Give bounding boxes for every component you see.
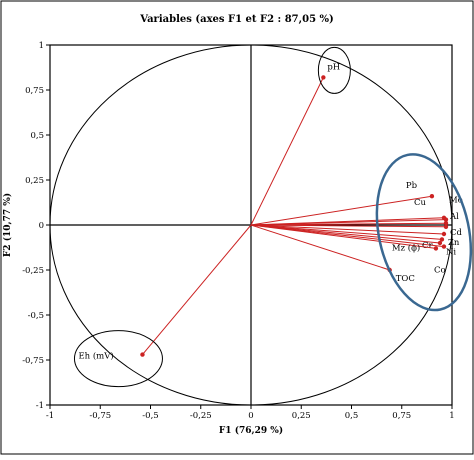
y-tick-label: -0,75 xyxy=(22,356,44,366)
label-cu: Cu xyxy=(414,198,427,208)
point-zn xyxy=(441,231,447,237)
chart-title: Variables (axes F1 et F2 : 87,05 %) xyxy=(139,14,334,25)
label-ni: Ni xyxy=(446,247,456,257)
label-mz: Mz (ϕ) xyxy=(392,242,420,253)
point-eh-mv xyxy=(140,352,145,357)
vector-eh-mv xyxy=(142,224,252,355)
ph-highlight-ellipse xyxy=(317,46,351,94)
point-ph xyxy=(321,75,326,80)
x-tick-label: 0,75 xyxy=(392,411,411,421)
y-tick-label: -1 xyxy=(36,401,44,411)
label-zn: Zn xyxy=(448,238,460,248)
vector-mo xyxy=(250,219,446,226)
vector-mz xyxy=(250,224,436,249)
point-co xyxy=(441,244,447,249)
vector-cd xyxy=(250,224,446,228)
label-toc: TOC xyxy=(396,274,415,284)
x-tick-label: 0,25 xyxy=(292,411,311,421)
x-tick-label: 0,5 xyxy=(345,411,359,421)
y-tick-label: 0 xyxy=(39,221,44,231)
vector-pb xyxy=(250,195,432,226)
label-pb: Pb xyxy=(406,181,418,191)
point-mo xyxy=(443,217,449,222)
label-cd: Cd xyxy=(450,228,463,238)
y-tick-label: 0,75 xyxy=(25,86,44,96)
y-axis-ticks: 1 0,75 0,5 0,25 0 -0,25 -0,5 -0,75 -1 xyxy=(22,41,50,411)
x-axis-label: F1 (76,29 %) xyxy=(219,425,283,436)
vector-cr xyxy=(250,224,440,244)
y-tick-label: -0,5 xyxy=(28,311,44,321)
x-tick-label: -0,25 xyxy=(190,411,212,421)
point-ni xyxy=(439,237,445,242)
label-cr: Cr xyxy=(422,241,434,251)
x-tick-label: 0 xyxy=(248,411,253,421)
point-cd xyxy=(443,224,449,229)
label-ph: pH xyxy=(327,62,340,72)
label-mo: Mo xyxy=(449,196,463,206)
point-mz xyxy=(433,246,439,251)
x-tick-label: -0,75 xyxy=(89,411,111,421)
y-tick-label: 0,5 xyxy=(30,131,44,141)
label-eh-mv: Eh (mV) xyxy=(78,351,113,362)
y-tick-label: 1 xyxy=(39,41,44,51)
label-al: Al xyxy=(449,212,459,222)
x-tick-label: -0,5 xyxy=(142,411,158,421)
vector-ni xyxy=(250,224,442,240)
vector-toc xyxy=(250,224,390,271)
vector-zn xyxy=(250,224,444,235)
vector-ph xyxy=(250,77,324,226)
x-tick-label: 1 xyxy=(449,411,454,421)
x-tick-label: -1 xyxy=(46,411,54,421)
point-pb xyxy=(429,194,435,199)
x-axis-ticks: -1 -0,75 -0,5 -0,25 0 0,25 0,5 0,75 1 xyxy=(46,405,455,421)
y-tick-label: 0,25 xyxy=(25,176,44,186)
label-co: Co xyxy=(434,266,446,276)
metal-group-ellipse xyxy=(375,153,473,312)
eh-highlight-ellipse xyxy=(73,330,163,388)
y-axis-label: F2 (10,77 %) xyxy=(2,193,13,257)
vector-al xyxy=(250,222,446,226)
point-al xyxy=(443,221,449,226)
point-cr xyxy=(437,240,443,246)
y-tick-label: -0,25 xyxy=(22,266,44,276)
